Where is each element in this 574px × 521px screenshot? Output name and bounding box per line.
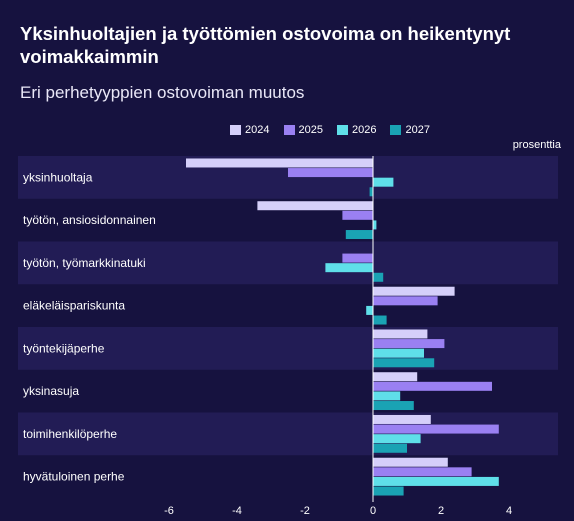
bar-2024-7 (373, 457, 448, 467)
bar-2027-3 (373, 315, 387, 325)
bar-2026-1 (373, 220, 377, 230)
bar-2025-5 (373, 381, 492, 391)
x-tick-label: -6 (164, 505, 174, 517)
bar-2027-0 (369, 187, 373, 197)
bar-2024-0 (186, 158, 373, 168)
bar-2026-6 (373, 434, 421, 444)
chart-subtitle: Eri perhetyyppien ostovoiman muutos (20, 83, 305, 102)
bar-2024-3 (373, 286, 455, 296)
category-label: työtön, työmarkkinatuki (23, 256, 146, 270)
legend-item-2026: 2026 (337, 124, 376, 136)
bar-2024-4 (373, 329, 428, 339)
bar-2027-1 (345, 230, 373, 240)
bar-2025-1 (342, 210, 373, 220)
category-label: hyvätuloinen perhe (23, 470, 125, 484)
legend-item-2025: 2025 (283, 124, 323, 136)
legend-label: 2025 (298, 124, 323, 136)
bar-2024-6 (373, 414, 431, 424)
category-band (18, 241, 558, 285)
category-label: yksinasuja (23, 384, 79, 398)
bar-2026-2 (325, 263, 373, 273)
bar-2026-3 (366, 305, 373, 315)
bar-2026-5 (373, 391, 401, 401)
legend-label: 2026 (352, 124, 377, 136)
x-tick-label: 0 (370, 505, 376, 517)
legend-swatch (283, 125, 295, 135)
category-label: toimihenkilöperhe (23, 427, 117, 441)
bar-2025-3 (373, 296, 438, 306)
bar-2027-7 (373, 486, 404, 496)
legend-swatch (337, 125, 348, 135)
category-label: työntekijäperhe (23, 341, 105, 355)
category-band (18, 327, 558, 370)
legend: 2024 2025 2026 2027 (0, 124, 574, 136)
bar-2024-1 (257, 201, 373, 211)
bar-2025-7 (373, 467, 472, 477)
x-tick-label: -2 (300, 505, 310, 517)
legend-swatch (390, 125, 402, 135)
bar-2027-4 (373, 358, 435, 368)
bar-2026-4 (373, 348, 424, 358)
bar-2027-2 (373, 272, 384, 282)
legend-label: 2024 (245, 124, 270, 136)
legend-item-2027: 2027 (390, 124, 430, 136)
bar-2027-6 (373, 443, 407, 453)
bar-2025-0 (288, 168, 373, 178)
legend-swatch (230, 125, 242, 135)
bar-2026-0 (373, 177, 394, 187)
category-label: työtön, ansiosidonnainen (23, 213, 156, 227)
category-label: eläkeläispariskunta (23, 299, 125, 313)
x-tick-label: 4 (506, 505, 512, 517)
x-tick-label: 2 (438, 505, 444, 517)
bar-2027-5 (373, 401, 414, 411)
bar-2025-6 (373, 424, 499, 434)
legend-label: 2027 (405, 124, 430, 136)
bar-2026-7 (373, 476, 499, 486)
chart-title: Yksinhuoltajien ja työttömien ostovoima … (20, 23, 511, 67)
bar-2025-4 (373, 339, 445, 349)
unit-label: prosenttia (512, 139, 561, 151)
legend-item-2024: 2024 (230, 124, 270, 136)
category-band (18, 412, 558, 456)
bar-2024-5 (373, 372, 418, 382)
bar-2025-2 (342, 253, 373, 263)
category-label: yksinhuoltaja (23, 170, 93, 184)
x-tick-label: -4 (232, 505, 242, 517)
